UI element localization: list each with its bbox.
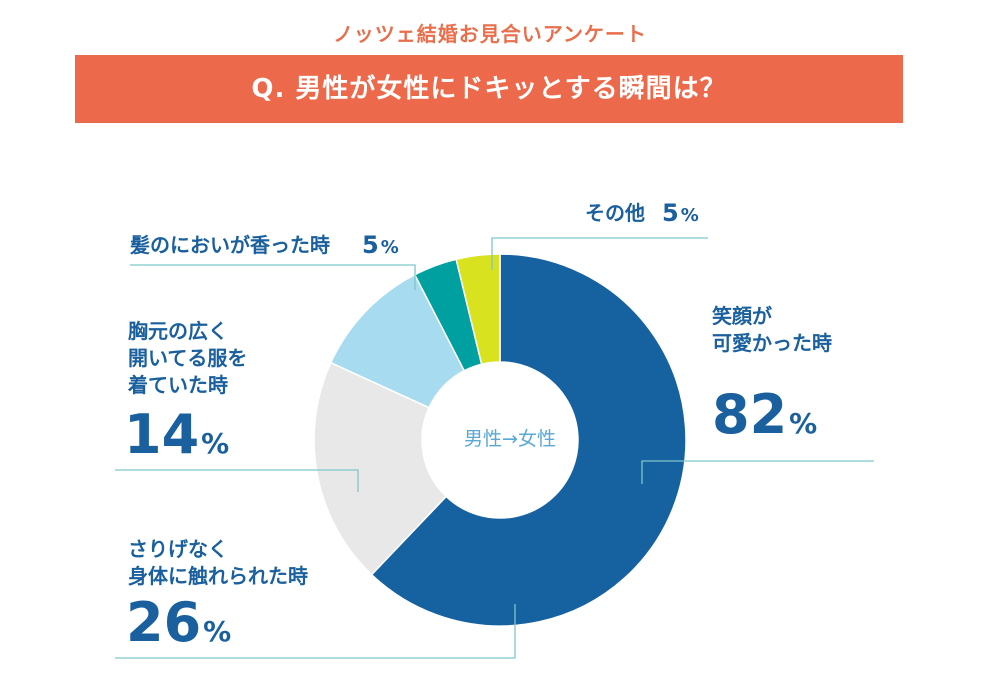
slice-value-other-unit: %	[680, 205, 699, 226]
slice-value-neckline-unit: %	[201, 427, 230, 460]
donut-slice-smile	[370, 253, 687, 627]
donut-slice-other	[455, 253, 501, 366]
slice-value-smile-unit: %	[789, 407, 818, 440]
slice-value-other-number: 5	[662, 199, 679, 227]
survey-subtitle: ノッツェ結婚お見合いアンケート	[333, 22, 647, 46]
leader-line-touch	[115, 604, 516, 659]
slice-label-touch: さりげなく 身体に触れられた時	[128, 537, 308, 588]
slice-value-hair-unit: %	[380, 237, 399, 258]
slice-value-smile-number: 82	[712, 383, 788, 446]
slice-value-hair-number: 5	[362, 231, 379, 259]
slice-value-touch: 26%	[126, 596, 231, 650]
slice-value-hair: 5%	[362, 233, 399, 257]
slice-label-smile: 笑顔が 可愛かった時	[712, 304, 832, 355]
leader-line-smile	[641, 460, 874, 484]
leader-line-hair	[130, 264, 416, 290]
slice-value-other: 5%	[662, 201, 699, 225]
leader-line-neckline	[115, 469, 359, 492]
leader-line-other	[491, 237, 708, 270]
slice-value-smile: 82%	[712, 388, 817, 442]
slice-value-touch-number: 26	[126, 591, 202, 654]
slice-label-other: その他	[585, 201, 645, 225]
donut-slice-touch	[313, 361, 448, 576]
slice-value-neckline-number: 14	[124, 403, 200, 466]
center-label: 男性→女性	[464, 428, 556, 450]
slice-value-neckline: 14%	[124, 408, 229, 462]
slice-label-neckline: 胸元の広く 開いてる服を 着ていた時	[128, 319, 248, 397]
slice-label-hair: 髪のにおいが香った時	[130, 233, 330, 257]
slice-value-touch-unit: %	[203, 615, 232, 648]
question-banner: Q. 男性が女性にドキッとする瞬間は？	[75, 55, 903, 123]
question-title: Q. 男性が女性にドキッとする瞬間は？	[251, 74, 727, 104]
